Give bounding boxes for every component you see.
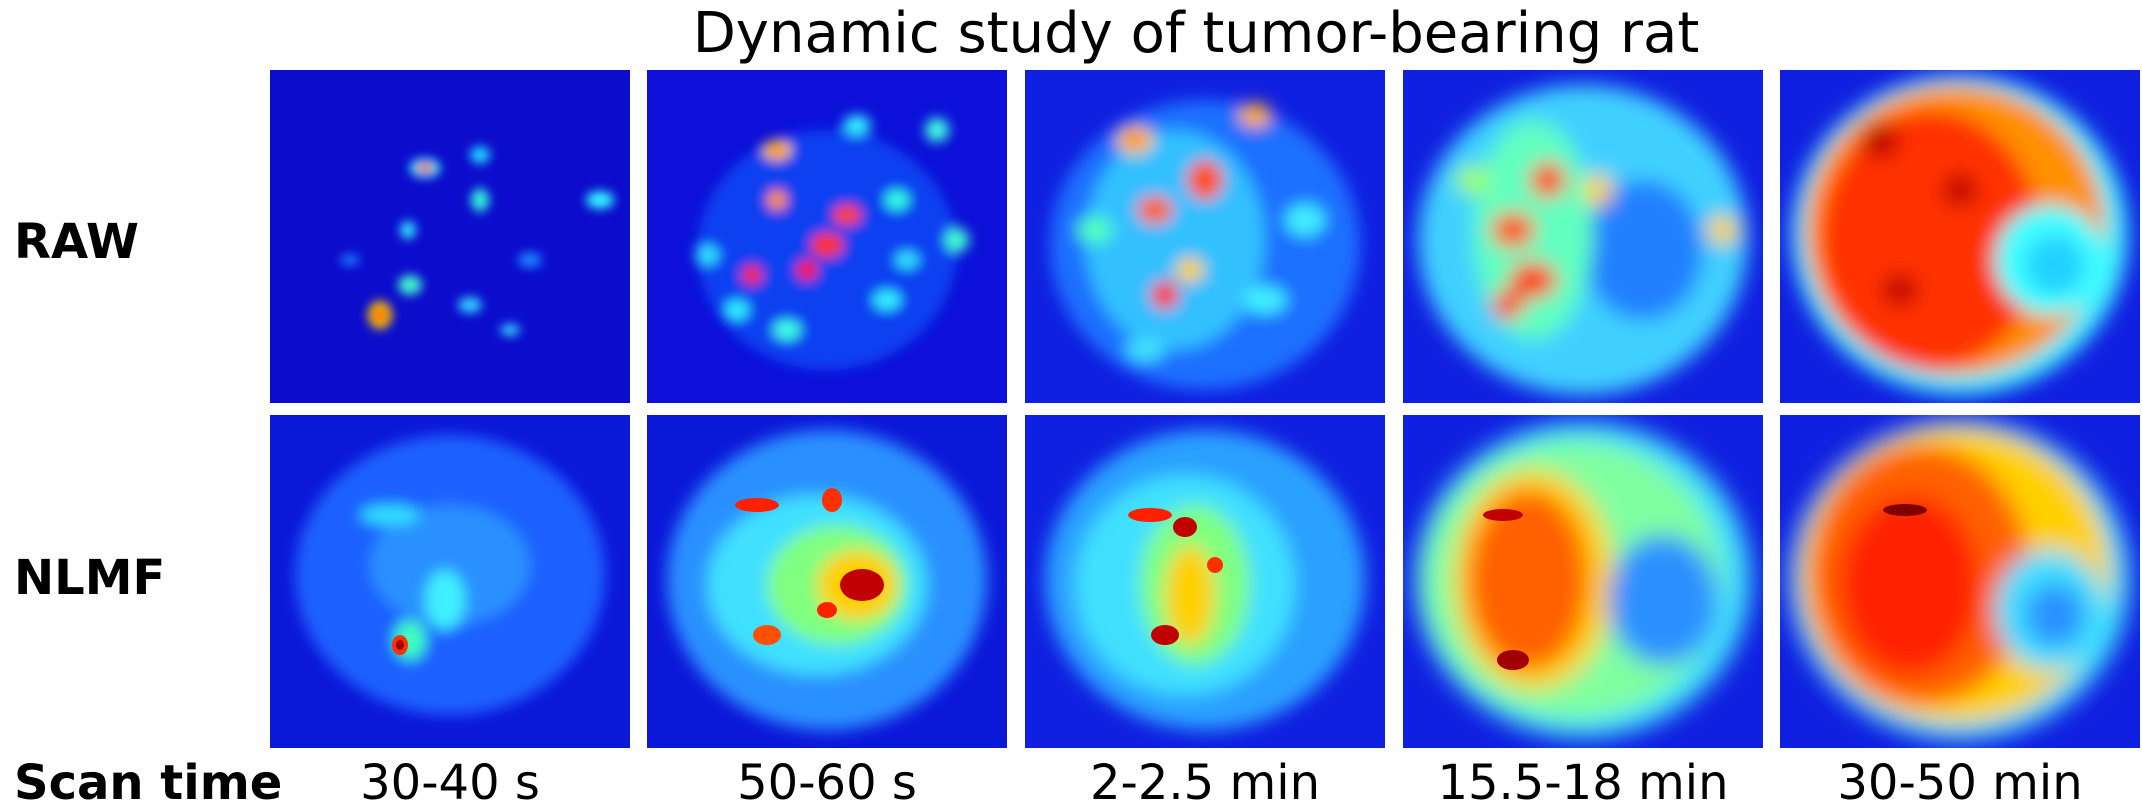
scan-time-label: Scan time (14, 755, 283, 811)
scan-time-2: 50-60 s (737, 755, 917, 811)
nlmf-panel-30-40s (270, 415, 630, 748)
scan-time-4: 15.5-18 min (1437, 755, 1729, 811)
raw-panel-30-40s (270, 70, 630, 403)
row-label-raw: RAW (14, 214, 139, 270)
raw-panel-2-2.5min (1025, 70, 1385, 403)
nlmf-panel-50-60s (647, 415, 1007, 748)
nlmf-panel-15.5-18min (1403, 415, 1763, 748)
scan-time-1: 30-40 s (360, 755, 540, 811)
scan-time-5: 30-50 min (1837, 755, 2083, 811)
figure-title: Dynamic study of tumor-bearing rat (692, 1, 1700, 66)
raw-panel-50-60s (647, 70, 1007, 403)
scan-time-3: 2-2.5 min (1090, 755, 1320, 811)
nlmf-panel-2-2.5min (1025, 415, 1385, 748)
raw-panel-30-50min (1780, 70, 2140, 403)
raw-panel-15.5-18min (1403, 70, 1763, 403)
row-label-nlmf: NLMF (14, 550, 166, 606)
nlmf-panel-30-50min (1780, 415, 2140, 748)
